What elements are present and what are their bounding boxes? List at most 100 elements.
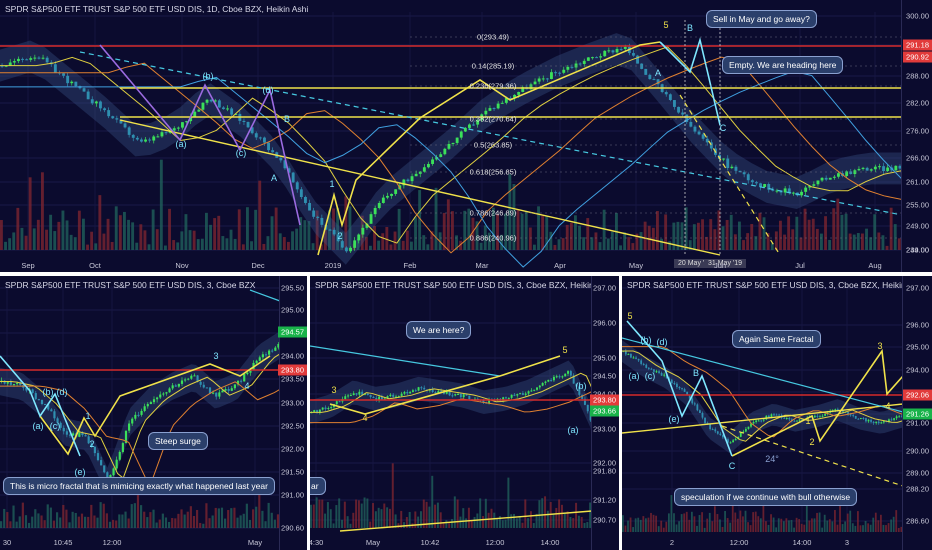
candle <box>447 144 451 149</box>
date-tag: 31 May '19 <box>704 259 747 268</box>
candle <box>804 187 808 192</box>
price-axis[interactable]: 300.00294.00288.00282.00276.00266.00261.… <box>901 0 932 272</box>
candle <box>152 136 156 141</box>
volume-bar <box>159 159 163 250</box>
volume-bar <box>369 521 372 528</box>
candle <box>752 422 755 424</box>
candle <box>0 65 4 67</box>
candle <box>854 415 857 419</box>
volume-bar <box>319 244 323 250</box>
intraday-chart-panel-3[interactable]: SPDR S&P500 ETF TRUST S&P 500 ETF USD DI… <box>622 276 932 550</box>
volume-bar <box>8 238 12 250</box>
volume-bar <box>192 230 196 250</box>
wave-label: 3 <box>213 351 219 361</box>
volume-bar <box>28 177 32 250</box>
candle <box>676 383 678 387</box>
callout-sell-in-may: Sell in May and go away? <box>706 10 817 28</box>
candle <box>313 410 316 413</box>
volume-bar <box>504 213 508 250</box>
volume-bar <box>341 519 343 528</box>
volume-bar <box>252 509 255 528</box>
candle <box>87 436 90 444</box>
candle <box>366 393 369 396</box>
candle <box>250 127 254 134</box>
volume-bar <box>442 212 446 250</box>
volume-bar <box>824 216 827 250</box>
volume-bar <box>529 511 532 528</box>
price-tick: 286.60 <box>906 516 929 526</box>
candle <box>722 435 724 438</box>
intraday-chart-panel-2[interactable]: SPDR S&P500 ETF TRUST S&P 500 ETF USD DI… <box>310 276 619 550</box>
wave-label: 4 <box>244 381 250 391</box>
volume-bar <box>312 504 315 528</box>
volume-bar <box>6 512 9 528</box>
price-tick: 266.00 <box>906 153 929 163</box>
candle <box>134 414 137 419</box>
candle <box>552 376 555 381</box>
price-tick: 255.00 <box>906 200 929 210</box>
candle <box>184 379 187 381</box>
price-axis[interactable]: 297.00 296.00 295.00 294.50 294.00 293.00 292.… <box>590 276 619 550</box>
volume-bar <box>774 231 778 250</box>
volume-bar <box>110 241 114 250</box>
volume-bar <box>861 233 864 250</box>
candle <box>205 99 209 103</box>
candle <box>316 410 319 413</box>
volume-bar <box>453 496 456 528</box>
volume-bar <box>90 231 94 250</box>
volume-bar <box>624 525 627 532</box>
volume-bar <box>680 222 684 250</box>
volume-bar <box>394 514 397 528</box>
candle <box>254 133 258 138</box>
candle <box>550 72 553 80</box>
bollinger-band <box>0 331 280 496</box>
volume-bar <box>127 219 130 250</box>
candle <box>454 394 457 396</box>
candle <box>870 419 872 422</box>
candle <box>513 394 516 396</box>
volume-bar <box>43 520 46 528</box>
volume-bar <box>885 525 887 532</box>
candle <box>168 388 171 393</box>
volume-bar <box>541 215 545 250</box>
volume-bar <box>498 516 501 528</box>
price-axis[interactable]: 295.50295.00294.50294.00293.50293.00292.… <box>278 276 307 550</box>
volume-bar <box>118 514 121 528</box>
volume-bar <box>45 229 48 250</box>
candle <box>320 217 324 225</box>
candle <box>853 170 857 175</box>
candle <box>263 137 266 143</box>
callout-empty: Empty. We are heading here <box>722 56 844 74</box>
volume-bar <box>582 237 586 250</box>
volume-bar <box>535 513 538 528</box>
volume-bar <box>877 232 881 250</box>
volume-bar <box>651 227 655 250</box>
candle <box>268 350 271 355</box>
candle <box>246 372 249 375</box>
daily-chart-panel[interactable]: SPDR S&P500 ETF TRUST S&P 500 ETF USD DI… <box>0 0 932 272</box>
volume-bar <box>49 507 52 528</box>
volume-bar <box>820 233 823 250</box>
price-tick: 294.00 <box>593 390 616 399</box>
candle <box>759 183 762 188</box>
volume-bar <box>143 230 147 250</box>
candle <box>716 431 719 434</box>
volume-bar <box>709 219 713 250</box>
price-axis[interactable]: 297.00296.00295.00294.00293.00292.00291.… <box>902 276 932 550</box>
volume-bar <box>214 507 217 528</box>
wave-label: (d) <box>656 337 668 347</box>
volume-bar <box>393 231 397 250</box>
volume-bar <box>869 237 873 250</box>
volume-bar <box>799 237 803 250</box>
candle <box>68 434 72 436</box>
volume-bar <box>34 509 37 528</box>
volume-bar <box>250 241 253 250</box>
candle <box>199 381 202 385</box>
volume-bar <box>563 512 566 528</box>
intraday-chart-panel-1[interactable]: SPDR S&P500 ETF TRUST S&P 500 ETF USD DI… <box>0 276 307 550</box>
volume-bar <box>610 231 614 250</box>
wave-label: (d) <box>56 387 68 397</box>
volume-bar <box>274 207 278 250</box>
volume-bar <box>705 236 709 250</box>
volume-bar <box>758 212 762 250</box>
